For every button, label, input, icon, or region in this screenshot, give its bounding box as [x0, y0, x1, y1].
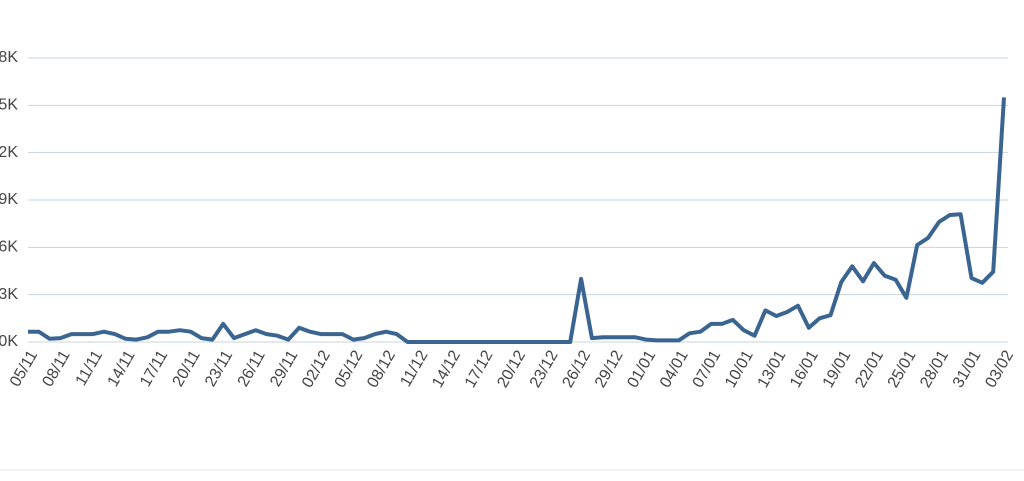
x-tick-label: 26/11 — [235, 348, 269, 390]
x-tick-label: 16/01 — [787, 348, 822, 391]
x-tick-label: 29/12 — [592, 348, 627, 391]
x-tick-label: 17/11 — [137, 348, 171, 390]
x-tick-label: 11/11 — [73, 348, 107, 389]
x-tick-label: 20/12 — [494, 348, 529, 391]
x-tick-label: 13/01 — [755, 348, 790, 391]
x-tick-label: 14/11 — [105, 348, 139, 390]
x-tick-label: 05/12 — [332, 348, 367, 391]
x-tick-label: 26/12 — [559, 348, 594, 391]
x-tick-label: 08/12 — [364, 348, 399, 391]
x-tick-label: 19/01 — [820, 348, 855, 391]
x-tick-label: 03/02 — [982, 348, 1017, 391]
x-tick-label: 17/12 — [462, 348, 497, 391]
x-tick-label: 04/01 — [657, 348, 692, 391]
x-tick-label: 20/11 — [170, 348, 204, 390]
x-tick-label: 25/01 — [885, 348, 920, 391]
y-tick-label: 3K — [0, 286, 18, 303]
series-line — [28, 97, 1006, 344]
x-tick-label: 23/11 — [202, 348, 236, 390]
x-tick-label: 28/01 — [917, 348, 952, 391]
x-tick-label: 08/11 — [39, 348, 73, 390]
x-tick-label: 02/12 — [299, 348, 334, 391]
x-tick-label: 11/12 — [397, 348, 431, 390]
x-tick-label: 07/01 — [690, 348, 725, 391]
x-tick-label: 05/11 — [7, 348, 41, 390]
x-tick-label: 23/12 — [527, 348, 562, 391]
y-tick-label: 18K — [0, 49, 18, 66]
x-tick-label: 22/01 — [852, 348, 887, 391]
y-tick-label: 9K — [0, 191, 18, 208]
y-tick-label: 6K — [0, 239, 18, 256]
x-tick-label: 29/11 — [267, 348, 301, 390]
x-tick-label: 14/12 — [429, 348, 464, 391]
x-tick-label: 31/01 — [950, 348, 985, 391]
x-tick-label: 01/01 — [625, 348, 660, 391]
y-tick-label: 12K — [0, 144, 18, 161]
x-tick-label: 10/01 — [722, 348, 757, 391]
y-tick-label: 15K — [0, 97, 18, 114]
y-tick-label: 0K — [0, 333, 18, 350]
